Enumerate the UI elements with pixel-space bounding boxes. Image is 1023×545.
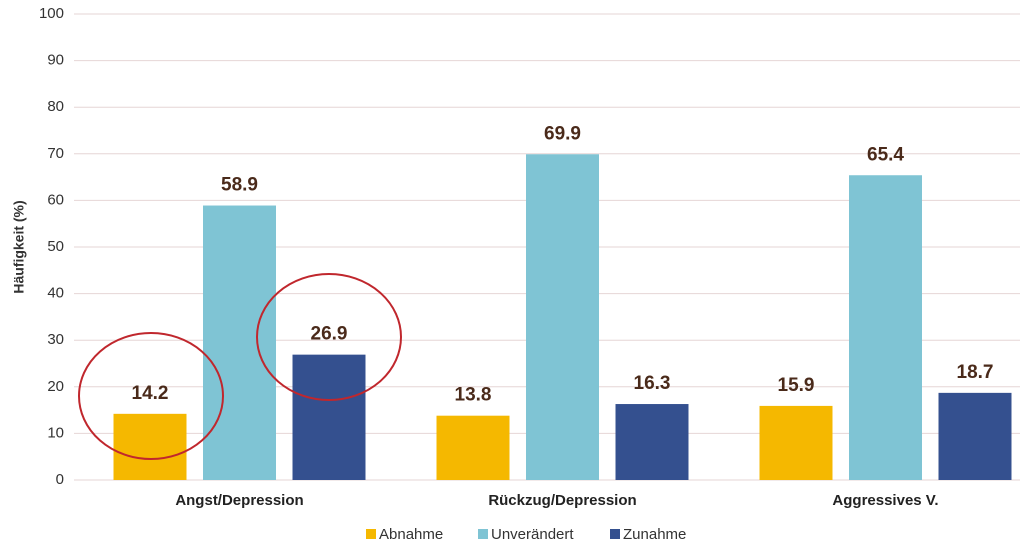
value-label: 65.4 <box>867 144 904 165</box>
y-tick-label: 90 <box>47 52 64 69</box>
y-tick-label: 80 <box>47 98 64 115</box>
y-tick-label: 100 <box>39 5 64 22</box>
value-label: 26.9 <box>311 324 348 345</box>
y-axis-label: Häufigkeit (%) <box>11 200 27 293</box>
y-tick-label: 60 <box>47 191 64 208</box>
value-label: 18.7 <box>957 362 994 383</box>
bar <box>759 405 833 480</box>
y-tick-label: 40 <box>47 285 64 302</box>
bar <box>292 354 366 480</box>
bar <box>938 392 1012 480</box>
legend-swatch <box>478 529 488 539</box>
bar <box>436 415 510 480</box>
legend-label: Abnahme <box>379 526 443 543</box>
y-tick-label: 20 <box>47 378 64 395</box>
value-label: 69.9 <box>544 123 581 144</box>
value-label: 15.9 <box>778 375 815 396</box>
legend-swatch <box>366 529 376 539</box>
x-tick-label: Aggressives V. <box>832 492 938 509</box>
bar <box>113 413 187 480</box>
y-tick-label: 0 <box>56 471 64 488</box>
x-tick-label: Angst/Depression <box>175 492 303 509</box>
bar <box>203 205 276 480</box>
x-tick-label: Rückzug/Depression <box>488 492 636 509</box>
legend-label: Zunahme <box>623 526 686 543</box>
bar <box>526 154 599 481</box>
legend-swatch <box>610 529 620 539</box>
bar <box>615 404 689 480</box>
legend-label: Unverändert <box>491 526 574 543</box>
value-label: 13.8 <box>455 385 492 406</box>
plot: 0 10 20 30 40 50 60 70 80 90 100 Angst/Depression 14… <box>39 5 1020 543</box>
highlight-circle <box>256 273 402 401</box>
bar <box>849 175 922 480</box>
value-label: 16.3 <box>634 373 671 394</box>
y-tick-label: 70 <box>47 145 64 162</box>
y-tick-label: 10 <box>47 424 64 441</box>
y-tick-label: 30 <box>47 331 64 348</box>
value-label: 14.2 <box>132 383 169 404</box>
value-label: 58.9 <box>221 175 258 196</box>
highlight-circle <box>78 332 224 460</box>
y-tick-label: 50 <box>47 238 64 255</box>
